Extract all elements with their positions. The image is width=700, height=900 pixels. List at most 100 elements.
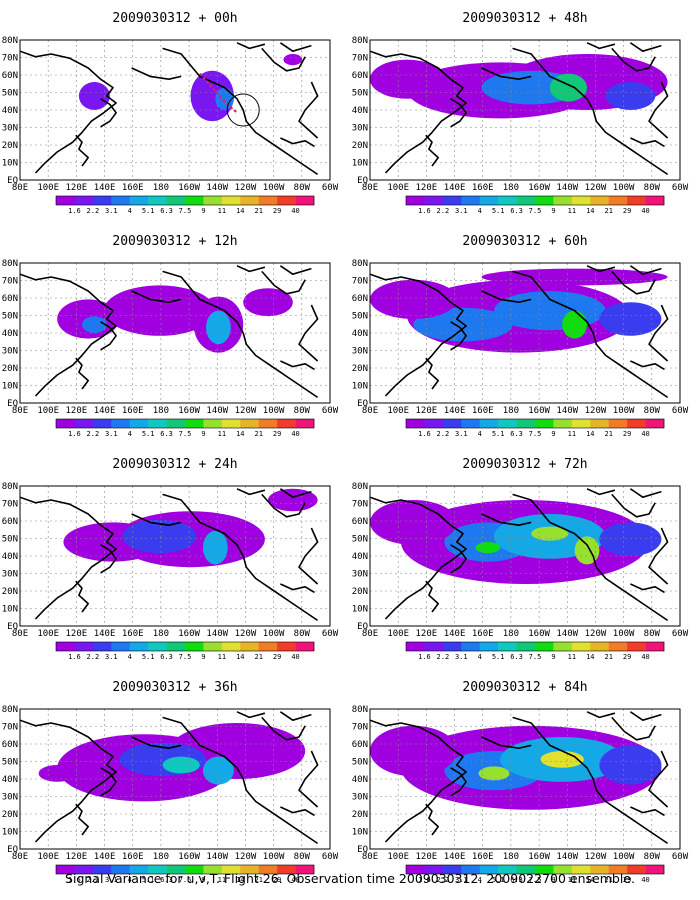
- colorbar-swatch: [166, 642, 186, 651]
- longitude-label: 140W: [206, 183, 228, 193]
- colorbar-swatch: [461, 642, 481, 651]
- latitude-label: 30N: [2, 347, 18, 357]
- colorbar-label: 11: [568, 207, 576, 215]
- colorbar-swatch: [240, 419, 260, 428]
- colorbar-label: 40: [291, 430, 299, 438]
- map-panel: 2009030312 + 24h 80N 70N 60N 50N 40N 30N 20N 10N…: [2, 457, 339, 661]
- colorbar-label: 6.3: [510, 653, 523, 661]
- colorbar-label: 2.2: [437, 876, 450, 884]
- colorbar-swatch: [92, 419, 112, 428]
- colorbar-label: 4: [478, 876, 482, 884]
- colorbar-swatch: [535, 419, 554, 428]
- colorbar-label: 3.1: [455, 876, 468, 884]
- colorbar-swatch: [111, 196, 131, 205]
- longitude-label: 100W: [613, 183, 635, 193]
- colorbar-swatch: [571, 196, 591, 205]
- longitude-label: 60W: [322, 183, 339, 193]
- variance-contour: [478, 766, 510, 781]
- longitude-label: 180: [153, 406, 169, 416]
- latitude-label: 40N: [2, 775, 18, 785]
- colorbar-swatch: [442, 196, 462, 205]
- colorbar-label: 2.2: [437, 430, 450, 438]
- colorbar-swatch: [553, 642, 573, 651]
- longitude-label: 80W: [294, 406, 311, 416]
- colorbar-swatch: [148, 196, 167, 205]
- colorbar-label: 3.1: [105, 430, 118, 438]
- latitude-label: 60N: [352, 294, 368, 304]
- colorbar-swatch: [295, 642, 315, 651]
- latitude-label: 10N: [352, 828, 368, 838]
- variance-contour: [531, 526, 569, 541]
- colorbar-swatch: [129, 196, 149, 205]
- latitude-label: 10N: [352, 159, 368, 169]
- map-panel: 2009030312 + 48h 80N 70N 60N 50N 40N 30N 20N 10N…: [352, 11, 689, 215]
- panel-title: 2009030312 + 48h: [462, 11, 587, 26]
- colorbar-label: 3.1: [105, 876, 118, 884]
- longitude-label: 180: [503, 629, 519, 639]
- colorbar-label: 1.6: [68, 876, 81, 884]
- longitude-label: 160E: [472, 183, 494, 193]
- colorbar-label: 40: [641, 653, 649, 661]
- longitude-label: 160W: [528, 183, 550, 193]
- colorbar-swatch: [221, 196, 241, 205]
- colorbar-label: 21: [604, 653, 612, 661]
- coastline: [370, 42, 669, 176]
- colorbar-swatch: [461, 865, 481, 874]
- colorbar-swatch: [221, 865, 241, 874]
- latitude-label: 60N: [2, 740, 18, 750]
- longitude-label: 100E: [387, 852, 409, 862]
- latitude-label: 50N: [2, 535, 18, 545]
- map-panel: 2009030312 + 84h 80N 70N 60N 50N 40N 30N 20N 10N…: [352, 680, 689, 884]
- colorbar-label: 2.2: [437, 653, 450, 661]
- colorbar-swatch: [166, 865, 186, 874]
- longitude-label: 120W: [585, 406, 607, 416]
- latitude-label: 30N: [2, 793, 18, 803]
- colorbar-label: 29: [623, 207, 631, 215]
- colorbar-swatch: [461, 196, 481, 205]
- colorbar-swatch: [166, 196, 186, 205]
- colorbar-swatch: [627, 642, 646, 651]
- variance-contour: [122, 519, 197, 554]
- longitude-label: 120E: [66, 183, 88, 193]
- colorbar-swatch: [645, 865, 665, 874]
- variance-contour: [162, 756, 200, 774]
- latitude-label: 20N: [2, 810, 18, 820]
- longitude-label: 100W: [263, 852, 285, 862]
- longitude-label: 120E: [416, 183, 438, 193]
- longitude-label: 80W: [644, 183, 661, 193]
- longitude-label: 160E: [122, 852, 144, 862]
- colorbar-swatch: [479, 419, 499, 428]
- latitude-label: 50N: [352, 535, 368, 545]
- longitude-label: 80W: [644, 629, 661, 639]
- longitude-label: 180: [503, 183, 519, 193]
- colorbar-swatch: [277, 419, 296, 428]
- colorbar-label: 29: [273, 876, 281, 884]
- colorbar-label: 40: [641, 876, 649, 884]
- longitude-label: 60W: [322, 406, 339, 416]
- colorbar-label: 7.5: [529, 876, 542, 884]
- longitude-label: 120E: [66, 629, 88, 639]
- colorbar-label: 21: [604, 876, 612, 884]
- colorbar-label: 2.2: [87, 653, 100, 661]
- graticule: [370, 486, 680, 626]
- colorbar-label: 14: [586, 207, 594, 215]
- colorbar-label: 5.1: [142, 876, 155, 884]
- colorbar-swatch: [74, 196, 94, 205]
- map-panel: 2009030312 + 12h 80N 70N 60N 50N 40N 30N 20N 10N…: [2, 234, 339, 438]
- longitude-label: 80E: [12, 629, 28, 639]
- longitude-label: 140W: [556, 629, 578, 639]
- longitude-label: 100E: [37, 406, 59, 416]
- longitude-label: 180: [153, 183, 169, 193]
- colorbar-swatch: [221, 419, 241, 428]
- colorbar-label: 1.6: [418, 430, 431, 438]
- colorbar-swatch: [479, 196, 499, 205]
- latitude-label: 50N: [2, 312, 18, 322]
- map-frame: [19, 262, 331, 404]
- colorbar: 1.6 2.2 3.1 4 5.1 6.3 7.5 9 11 14 21 29 40: [55, 195, 315, 215]
- longitude-label: 80E: [362, 629, 378, 639]
- graticule: [20, 709, 330, 849]
- colorbar-swatch: [148, 419, 167, 428]
- colorbar-swatch: [406, 642, 425, 651]
- colorbar-swatch: [203, 865, 223, 874]
